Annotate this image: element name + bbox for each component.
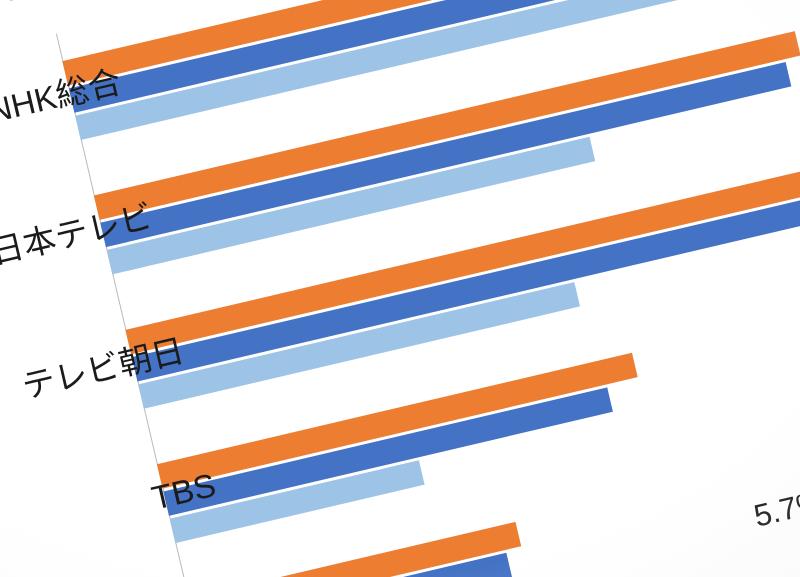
screenshot-root: テレビ局別視聴率 <box>0 0 800 577</box>
chart-sheet: テレビ局別視聴率 <box>0 0 800 577</box>
